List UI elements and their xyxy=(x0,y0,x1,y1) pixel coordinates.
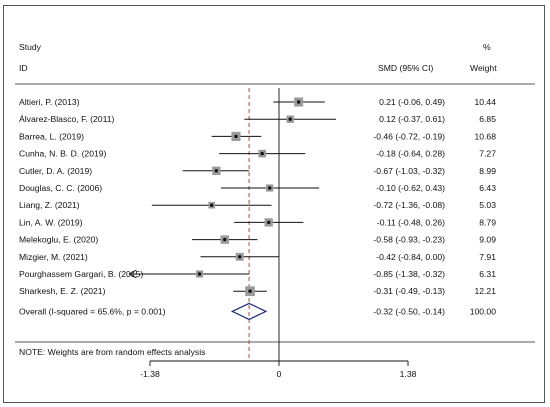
chart-frame xyxy=(3,5,545,403)
study-ci-text: -0.46 (-0.72, -0.19) xyxy=(373,131,445,141)
study-ci-text: 0.12 (-0.37, 0.61) xyxy=(379,114,445,124)
study-label: Melekoglu, E. (2020) xyxy=(19,235,98,245)
study-ci-text: -0.85 (-1.38, -0.32) xyxy=(373,269,445,279)
study-label: Barrea, L. (2019) xyxy=(19,131,84,141)
study-weight: 8.99 xyxy=(479,166,496,176)
study-label: Álvarez-Blasco, F. (2011) xyxy=(19,114,114,124)
study-label: Sharkesh, E. Z. (2021) xyxy=(19,286,106,296)
x-tick-label: -1.38 xyxy=(140,369,160,379)
overall-weight: 100.00 xyxy=(470,306,497,316)
study-weight: 12.21 xyxy=(474,286,496,296)
study-ci-text: -0.42 (-0.84, 0.00) xyxy=(376,252,445,262)
point-estimate xyxy=(234,134,238,139)
study-label: Lin, A. W. (2019) xyxy=(19,217,83,227)
study-ci-text: -0.10 (-0.62, 0.43) xyxy=(376,183,445,193)
point-estimate xyxy=(197,272,202,276)
overall-ci-text: -0.32 (-0.50, -0.14) xyxy=(373,306,445,316)
point-estimate xyxy=(214,169,219,173)
point-estimate xyxy=(267,220,271,225)
study-label: Douglas, C. C. (2006) xyxy=(19,183,102,193)
note-text: NOTE: Weights are from random effects an… xyxy=(19,347,205,357)
point-estimate xyxy=(260,151,264,156)
point-estimate xyxy=(223,237,227,242)
study-label: Altieri, P. (2013) xyxy=(19,97,80,107)
point-estimate xyxy=(288,117,292,121)
header-study: Study xyxy=(19,42,42,52)
study-ci-text: -0.67 (-1.03, -0.32) xyxy=(373,166,445,176)
study-weight: 6.31 xyxy=(479,269,496,279)
header-id: ID xyxy=(19,63,28,73)
header-percent: % xyxy=(483,42,491,52)
study-label: Pourghassem Gargari, B. (2015) xyxy=(19,269,143,279)
study-weight: 7.91 xyxy=(479,252,496,262)
study-weight: 6.85 xyxy=(479,114,496,124)
study-ci-text: 0.21 (-0.06, 0.49) xyxy=(379,97,445,107)
study-weight: 6.43 xyxy=(479,183,496,193)
point-estimate xyxy=(238,255,242,259)
study-ci-text: -0.58 (-0.93, -0.23) xyxy=(373,235,445,245)
header-weight: Weight xyxy=(470,63,497,73)
study-weight: 8.79 xyxy=(479,217,496,227)
study-weight: 5.03 xyxy=(479,200,496,210)
point-estimate xyxy=(296,100,301,104)
point-estimate xyxy=(209,203,214,207)
overall-diamond xyxy=(230,302,268,321)
point-estimate xyxy=(248,289,252,293)
study-ci-text: -0.18 (-0.64, 0.28) xyxy=(376,149,445,159)
study-weight: 7.27 xyxy=(479,149,496,159)
x-tick-label: 0 xyxy=(277,369,282,379)
header-effect: SMD (95% CI) xyxy=(378,63,434,73)
overall-label: Overall (I-squared = 65.6%, p = 0.001) xyxy=(19,306,166,316)
study-ci-text: -0.31 (-0.49, -0.13) xyxy=(373,286,445,296)
study-label: Liang, Z. (2021) xyxy=(19,200,80,210)
study-label: Cunha, N. B. D. (2019) xyxy=(19,149,107,159)
study-label: Cutler, D. A. (2019) xyxy=(19,166,92,176)
study-ci-text: -0.72 (-1.36, -0.08) xyxy=(373,200,445,210)
study-ci-text: -0.11 (-0.48, 0.26) xyxy=(377,217,445,227)
study-weight: 10.68 xyxy=(474,131,496,141)
point-estimate xyxy=(267,186,272,190)
study-weight: 9.09 xyxy=(479,235,496,245)
x-tick-label: 1.38 xyxy=(400,369,417,379)
study-weight: 10.44 xyxy=(474,97,496,107)
study-label: Mizgier, M. (2021) xyxy=(19,252,88,262)
ci-arrow xyxy=(128,269,137,279)
